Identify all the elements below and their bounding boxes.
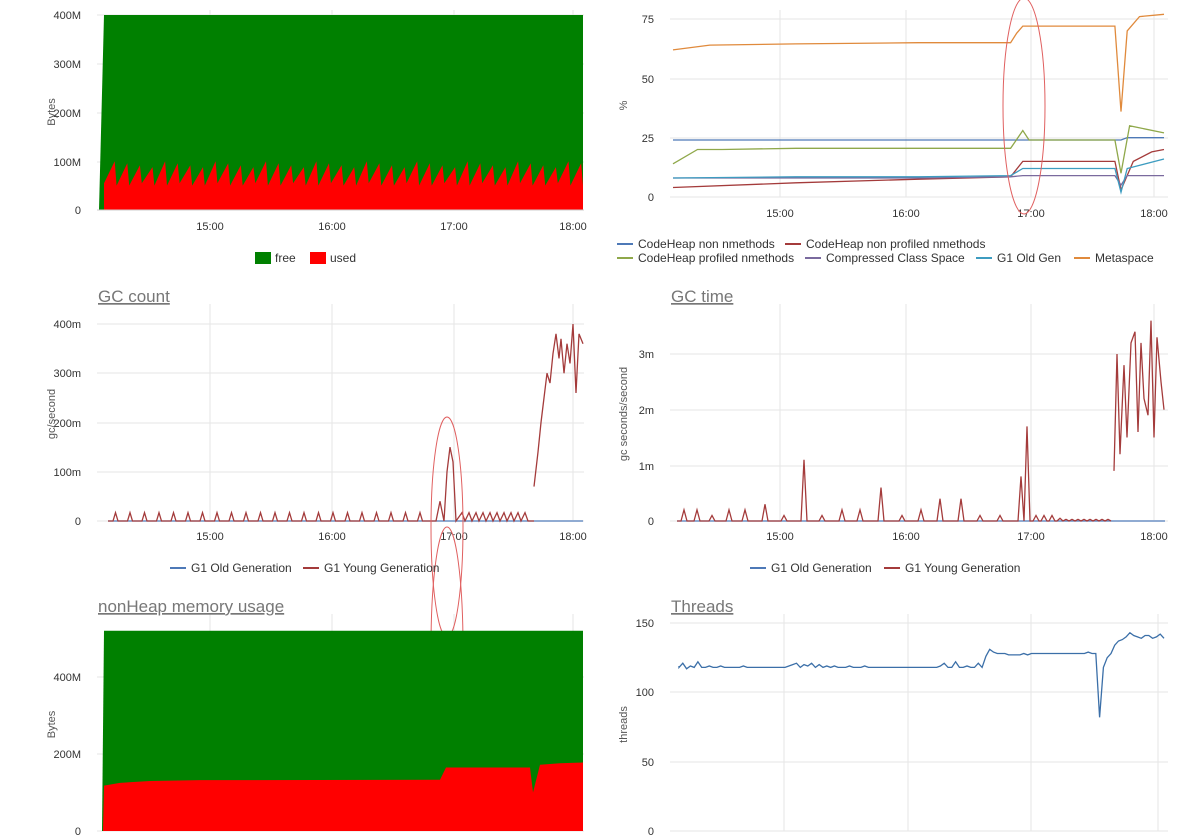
x-tick-label: 15:00	[766, 208, 794, 220]
x-tick-label: 15:00	[196, 531, 224, 543]
y-tick-label: 1m	[639, 461, 654, 473]
series-used-area	[103, 762, 583, 831]
legend-item[interactable]: used	[310, 251, 356, 265]
legend-item[interactable]: CodeHeap profiled nmethods	[617, 251, 794, 265]
chart-title[interactable]: nonHeap memory usage	[98, 597, 284, 616]
legend-item[interactable]: CodeHeap non nmethods	[617, 237, 775, 251]
y-tick-label: 50	[642, 757, 654, 769]
y-tick-label: 2m	[639, 405, 654, 417]
x-tick-label: 16:00	[318, 531, 346, 543]
series-free-area	[99, 15, 583, 210]
chart-gccount: 0 100m 200m 300m 400m 15:00 16:00 17:00 18:00 gc/…	[46, 287, 587, 543]
series-line-metaspace	[672, 13, 1165, 112]
series-line-threads	[678, 631, 1165, 718]
legend-label: G1 Old Generation	[771, 561, 872, 575]
y-tick-label: 0	[75, 205, 81, 217]
x-tick-label: 18:00	[559, 531, 587, 543]
y-axis-label: threads	[618, 706, 630, 743]
y-tick-label: 300m	[53, 368, 81, 380]
legend-item[interactable]: Compressed Class Space	[805, 251, 965, 265]
legend-item[interactable]: Metaspace	[1074, 251, 1154, 265]
x-tick-label: 18:00	[1140, 531, 1168, 543]
y-tick-label: 0	[75, 826, 81, 837]
y-tick-label: 0	[75, 516, 81, 528]
chart-title[interactable]: GC time	[671, 287, 733, 306]
legend-item[interactable]: G1 Old Generation	[170, 561, 292, 575]
legend-label: G1 Old Generation	[191, 561, 292, 575]
chart-threads: 0 50 100 150 threads Threads	[618, 597, 1168, 837]
y-tick-label: 400M	[53, 672, 81, 684]
legend-item[interactable]: G1 Young Generation	[303, 561, 439, 575]
legend-label: G1 Young Generation	[324, 561, 439, 575]
legend-item[interactable]: G1 Young Generation	[884, 561, 1020, 575]
y-tick-label: 400m	[53, 319, 81, 331]
x-tick-label: 16:00	[318, 221, 346, 233]
series-line-codeheap-profiled-nmethods	[672, 125, 1165, 174]
chart-title[interactable]: GC count	[98, 287, 170, 306]
y-tick-label: 300M	[53, 59, 81, 71]
series-used-area	[104, 161, 583, 210]
legend-label: G1 Young Generation	[905, 561, 1020, 575]
y-tick-label: 100	[636, 687, 654, 699]
y-axis-label: Bytes	[46, 710, 58, 738]
y-axis-label: Bytes	[46, 98, 58, 126]
y-tick-label: 75	[642, 14, 654, 26]
x-tick-label: 15:00	[766, 531, 794, 543]
chart-title[interactable]: Threads	[671, 597, 733, 616]
legend-label: used	[330, 251, 356, 265]
y-tick-label: 400M	[53, 10, 81, 22]
y-axis-label: %	[618, 100, 630, 110]
series-line-g1-old-gen	[672, 158, 1165, 195]
y-tick-label: 200M	[53, 108, 81, 120]
y-tick-label: 25	[642, 133, 654, 145]
y-tick-label: 3m	[639, 349, 654, 361]
y-tick-label: 0	[648, 192, 654, 204]
y-tick-label: 150	[636, 618, 654, 630]
x-tick-label: 17:00	[440, 531, 468, 543]
x-tick-label: 18:00	[1140, 208, 1168, 220]
legend-label: G1 Old Gen	[997, 251, 1061, 265]
x-tick-label: 16:00	[892, 208, 920, 220]
x-tick-label: 16:00	[892, 531, 920, 543]
legend-label: CodeHeap non profiled nmethods	[806, 237, 985, 251]
y-tick-label: 0	[648, 826, 654, 837]
legend-label: Metaspace	[1095, 251, 1154, 265]
legend-swatch	[310, 252, 326, 264]
legend-item[interactable]: CodeHeap non profiled nmethods	[785, 237, 985, 251]
legend-label: CodeHeap profiled nmethods	[638, 251, 794, 265]
y-tick-label: 50	[642, 74, 654, 86]
y-axis-label: gc/second	[46, 389, 58, 439]
legend-item[interactable]: G1 Old Gen	[976, 251, 1061, 265]
y-tick-label: 100M	[53, 157, 81, 169]
legend-item[interactable]: G1 Old Generation	[750, 561, 872, 575]
legend-label: CodeHeap non nmethods	[638, 237, 775, 251]
y-tick-label: 0	[648, 516, 654, 528]
series-line-g1-young-generation	[677, 320, 1165, 522]
series-line-codeheap-non-profiled-nmethods	[672, 148, 1165, 193]
legend-item[interactable]: free	[255, 251, 296, 265]
annotation-ellipse	[1002, 0, 1046, 215]
y-tick-label: 100m	[53, 467, 81, 479]
x-tick-label: 17:00	[1017, 208, 1045, 220]
chart-gctime: 0 1m 2m 3m 15:00 16:00 17:00 18:00 gc seconds/se…	[618, 287, 1168, 543]
y-tick-label: 200m	[53, 418, 81, 430]
legend-label: free	[275, 251, 296, 265]
legend-swatch	[255, 252, 271, 264]
y-tick-label: 200M	[53, 749, 81, 761]
x-tick-label: 15:00	[196, 221, 224, 233]
x-tick-label: 17:00	[440, 221, 468, 233]
x-tick-label: 18:00	[559, 221, 587, 233]
series-line-g1-young-generation	[108, 323, 584, 523]
x-tick-label: 17:00	[1017, 531, 1045, 543]
chart-pools: 0 25 50 75 15:00 16:00 17:00 18:00%	[618, 10, 1168, 220]
y-axis-label: gc seconds/second	[618, 367, 630, 461]
legend-label: Compressed Class Space	[826, 251, 965, 265]
